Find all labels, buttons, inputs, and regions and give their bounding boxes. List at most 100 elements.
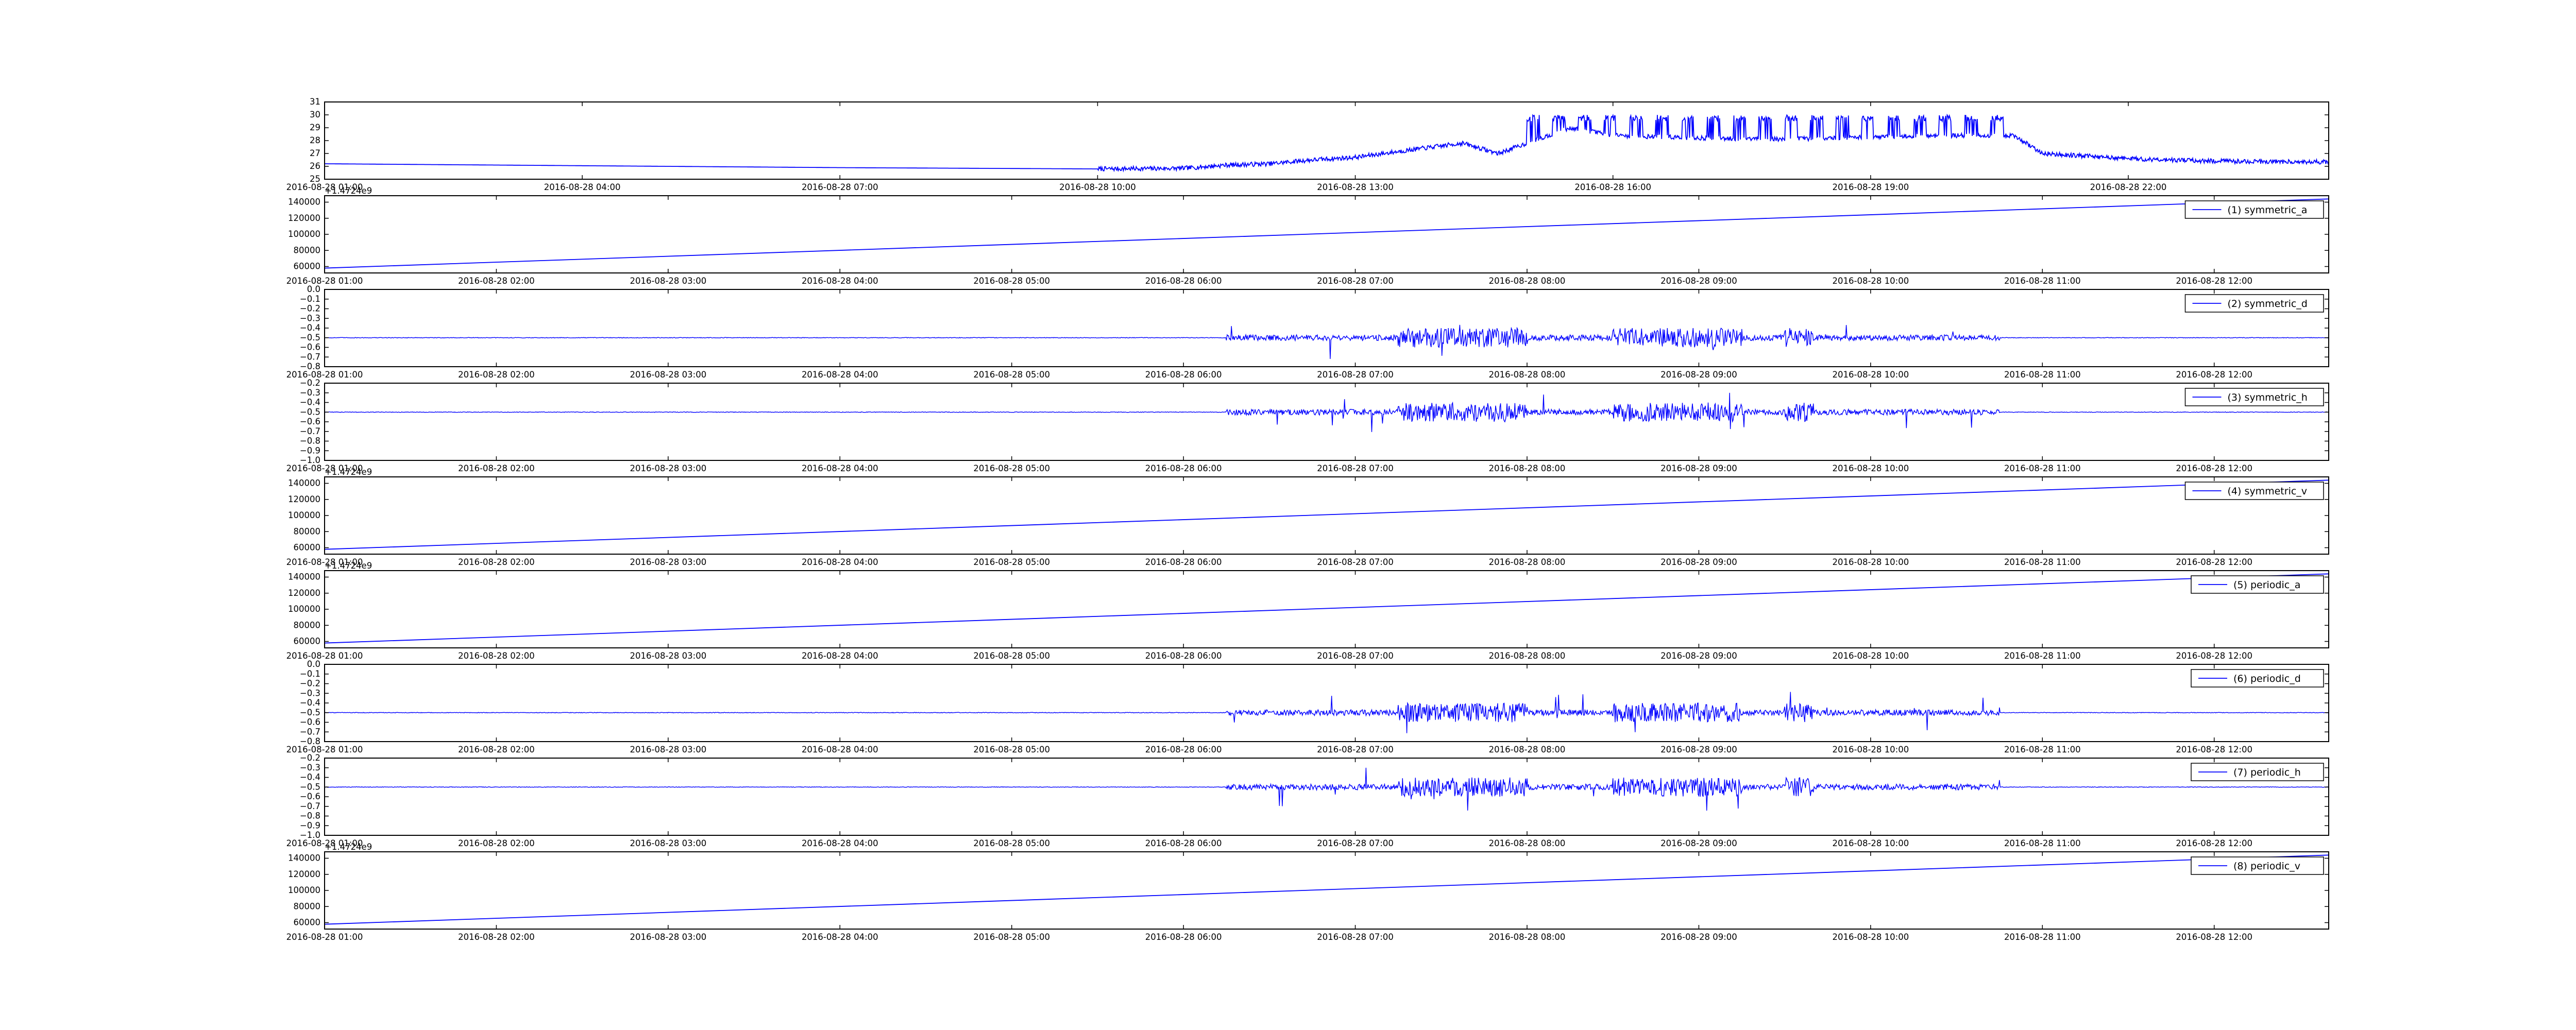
x-tick-label: 2016-08-28 04:00	[802, 370, 878, 380]
x-tick-label: 2016-08-28 04:00	[802, 651, 878, 661]
x-tick-label: 2016-08-28 09:00	[1660, 745, 1737, 754]
y-tick-label: −0.4	[300, 772, 320, 782]
series-line-3	[325, 324, 2329, 359]
x-tick-label: 2016-08-28 07:00	[802, 182, 878, 192]
y-tick-label: −0.7	[300, 801, 320, 811]
x-tick-label: 2016-08-28 08:00	[1489, 745, 1566, 754]
x-tick-label: 2016-08-28 09:00	[1660, 557, 1737, 567]
x-tick-label: 2016-08-28 01:00	[286, 745, 363, 754]
x-tick-label: 2016-08-28 02:00	[458, 932, 535, 942]
y-tick-label: −0.5	[300, 407, 320, 417]
y-tick-label: 60000	[294, 918, 321, 928]
x-tick-label: 2016-08-28 10:00	[1833, 370, 1909, 380]
x-tick-label: 2016-08-28 06:00	[1145, 557, 1222, 567]
x-tick-label: 2016-08-28 05:00	[973, 370, 1050, 380]
x-tick-label: 2016-08-28 04:00	[802, 745, 878, 754]
y-tick-label: 80000	[294, 620, 321, 630]
x-tick-label: 2016-08-28 10:00	[1059, 182, 1136, 192]
y-tick-label: −1.0	[300, 830, 320, 840]
y-tick-label: 120000	[288, 213, 320, 223]
x-tick-label: 2016-08-28 11:00	[2004, 276, 2081, 286]
x-tick-label: 2016-08-28 16:00	[1574, 182, 1651, 192]
x-tick-label: 2016-08-28 03:00	[630, 370, 707, 380]
y-tick-label: −0.4	[300, 698, 320, 708]
y-tick-label: −0.1	[300, 669, 320, 679]
x-tick-label: 2016-08-28 07:00	[1317, 745, 1394, 754]
y-tick-label: −0.3	[300, 688, 320, 698]
x-tick-label: 2016-08-28 12:00	[2176, 932, 2252, 942]
y-tick-label: −0.3	[300, 763, 320, 772]
x-tick-label: 2016-08-28 02:00	[458, 651, 535, 661]
x-tick-label: 2016-08-28 05:00	[973, 838, 1050, 848]
x-tick-label: 2016-08-28 12:00	[2176, 464, 2252, 473]
x-tick-label: 2016-08-28 12:00	[2176, 370, 2252, 380]
x-tick-label: 2016-08-28 02:00	[458, 557, 535, 567]
y-tick-label: 26	[310, 161, 320, 171]
x-tick-label: 2016-08-28 07:00	[1317, 932, 1394, 942]
y-tick-label: −0.8	[300, 736, 320, 746]
y-tick-label: −0.2	[300, 304, 320, 314]
x-tick-label: 2016-08-28 07:00	[1317, 651, 1394, 661]
y-tick-label: 25	[310, 174, 320, 184]
x-tick-label: 2016-08-28 10:00	[1833, 276, 1909, 286]
legend: (2) symmetric_d	[2184, 294, 2324, 313]
y-tick-label: 60000	[294, 637, 321, 646]
x-tick-label: 2016-08-28 09:00	[1660, 370, 1737, 380]
y-tick-label: 140000	[288, 572, 320, 582]
legend-label: (8) periodic_v	[2233, 861, 2300, 872]
y-tick-label: 28	[310, 135, 320, 145]
x-tick-label: 2016-08-28 01:00	[286, 276, 363, 286]
legend-label: (3) symmetric_h	[2228, 392, 2308, 403]
y-tick-label: −0.4	[300, 398, 320, 407]
y-tick-label: −0.8	[300, 362, 320, 371]
x-tick-label: 2016-08-28 06:00	[1145, 276, 1222, 286]
x-tick-label: 2016-08-28 06:00	[1145, 838, 1222, 848]
y-tick-label: 140000	[288, 853, 320, 863]
subplot-1: 25 26 27 28 29 30 31 2016-08-28 01:00 2016-08-28…	[286, 97, 2329, 192]
legend: (8) periodic_v	[2191, 856, 2324, 875]
series-line-5	[325, 479, 2329, 550]
y-tick-label: 100000	[288, 229, 320, 239]
y-offset-label: +1.4724e9	[325, 561, 372, 571]
x-tick-label: 2016-08-28 03:00	[630, 651, 707, 661]
y-offset-label: +1.4724e9	[325, 186, 372, 196]
x-tick-label: 2016-08-28 10:00	[1833, 464, 1909, 473]
x-tick-label: 2016-08-28 12:00	[2176, 651, 2252, 661]
y-tick-label: −0.2	[300, 753, 320, 763]
x-tick-label: 2016-08-28 04:00	[802, 464, 878, 473]
x-tick-label: 2016-08-28 11:00	[2004, 838, 2081, 848]
x-tick-label: 2016-08-28 04:00	[544, 182, 621, 192]
x-tick-label: 2016-08-28 01:00	[286, 370, 363, 380]
x-tick-label: 2016-08-28 10:00	[1833, 651, 1909, 661]
x-tick-label: 2016-08-28 07:00	[1317, 464, 1394, 473]
y-tick-label: 80000	[294, 901, 321, 911]
x-tick-label: 2016-08-28 08:00	[1489, 838, 1566, 848]
series-line-4	[325, 392, 2329, 432]
x-tick-label: 2016-08-28 03:00	[630, 464, 707, 473]
series-line-6	[325, 573, 2329, 644]
y-tick-label: 80000	[294, 526, 321, 536]
y-tick-label: 27	[310, 148, 320, 158]
x-tick-label: 2016-08-28 04:00	[802, 557, 878, 567]
y-tick-label: 100000	[288, 604, 320, 614]
y-offset-label: +1.4724e9	[325, 842, 372, 852]
y-offset-label: +1.4724e9	[325, 467, 372, 477]
y-tick-label: 60000	[294, 543, 321, 553]
y-tick-label: −0.7	[300, 426, 320, 436]
legend: (3) symmetric_h	[2184, 388, 2324, 406]
y-tick-label: −0.2	[300, 378, 320, 388]
x-tick-label: 2016-08-28 10:00	[1833, 838, 1909, 848]
x-tick-label: 2016-08-28 02:00	[458, 370, 535, 380]
legend-label: (6) periodic_d	[2233, 673, 2301, 684]
legend-box	[2184, 294, 2324, 313]
subplot-2: 60000 80000 100000 120000 140000 2016-08-28 0…	[286, 186, 2329, 286]
y-tick-label: −0.9	[300, 820, 320, 830]
y-tick-label: 100000	[288, 510, 320, 520]
y-tick-label: 120000	[288, 588, 320, 598]
x-tick-label: 2016-08-28 12:00	[2176, 276, 2252, 286]
x-tick-label: 2016-08-28 07:00	[1317, 276, 1394, 286]
x-tick-label: 2016-08-28 03:00	[630, 276, 707, 286]
legend-label: (4) symmetric_v	[2228, 486, 2308, 497]
y-tick-label: 29	[310, 123, 320, 132]
